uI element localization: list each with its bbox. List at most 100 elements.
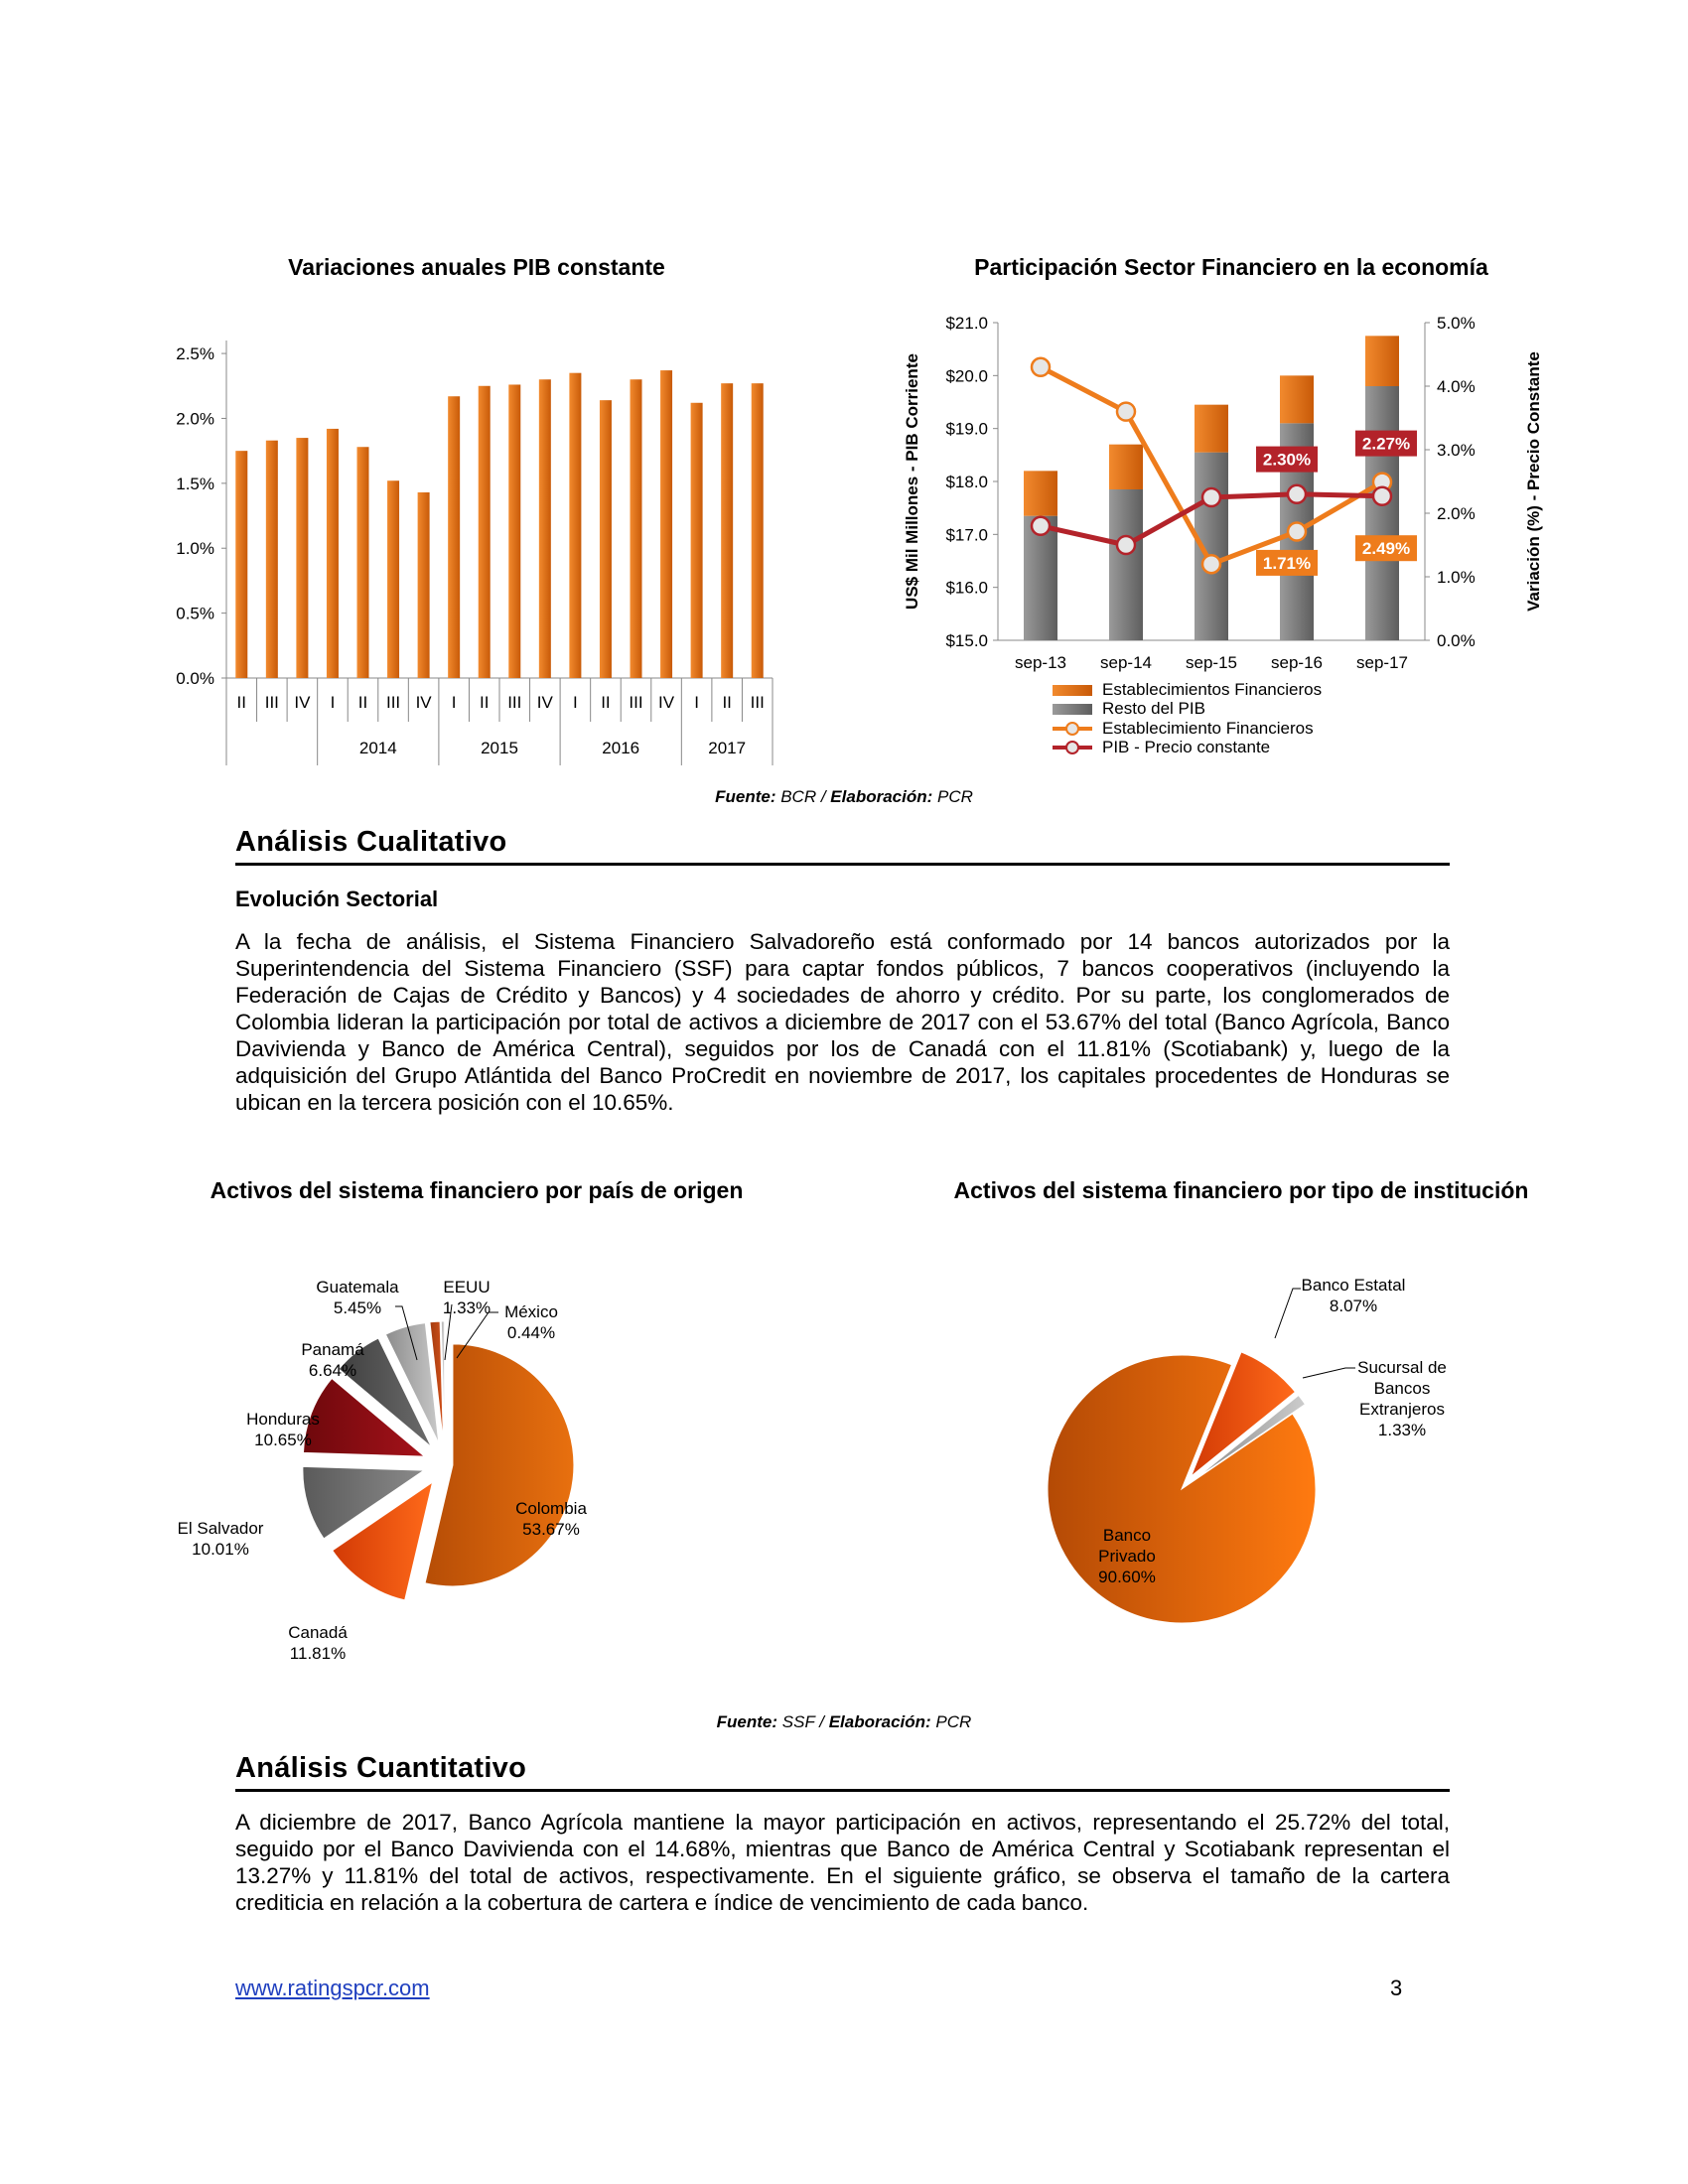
elaboration-value: PCR [935, 1712, 972, 1731]
pie-label-estatal: 8.07% [1330, 1297, 1377, 1315]
x-tick-label: IV [658, 693, 675, 712]
elaboration-value: PCR [937, 787, 973, 806]
pie-label-el-salvador: El Salvador [179, 1519, 264, 1538]
y-tick-label: 1.0% [176, 539, 214, 558]
x-tick-label: I [694, 693, 699, 712]
pie-slice [1047, 1354, 1317, 1624]
x-tick-label: II [237, 693, 246, 712]
pie-label-eeuu: 1.33% [443, 1298, 491, 1317]
source-note-1: Fuente: BCR / Elaboración: PCR [496, 787, 1192, 807]
y2-tick-label: 0.0% [1437, 631, 1476, 650]
y-tick-label: 1.5% [176, 475, 214, 493]
x-tick-label: sep-13 [1015, 653, 1066, 672]
pie-label-canada: 11.81% [290, 1644, 346, 1663]
pie-label-honduras: 10.65% [254, 1431, 312, 1449]
elaboration-label: Elaboración: [828, 1712, 931, 1731]
pib-precio-constante-point [1115, 534, 1137, 556]
pie-label-guatemala: 5.45% [334, 1298, 381, 1317]
bar-resto-pib [1109, 489, 1143, 640]
pie-label-mexico: 0.44% [507, 1323, 555, 1342]
pie-label-privado: Banco [1103, 1526, 1151, 1545]
pie-slice [302, 1465, 426, 1540]
legend-swatch [1065, 741, 1079, 754]
bar [265, 440, 278, 678]
y-tick-label: $18.0 [945, 473, 988, 491]
bar [538, 379, 551, 678]
x-tick-label: sep-14 [1100, 653, 1152, 672]
establecimiento-financieros-point [1200, 553, 1222, 575]
source-separator: / [816, 787, 831, 806]
bar [721, 383, 734, 678]
pie-label-estatal: Banco Estatal [1302, 1276, 1406, 1295]
legend-label: Establecimiento Financieros [1102, 719, 1314, 738]
est-2016-badge-label: 1.71% [1263, 554, 1311, 573]
elaboration-label: Elaboración: [830, 787, 933, 806]
bar [356, 447, 369, 678]
establecimiento-financieros-point [1286, 521, 1308, 542]
legend-swatch [1053, 704, 1092, 715]
bar [235, 451, 248, 678]
bar-establecimientos [1280, 375, 1314, 424]
pie-label-privado: Privado [1098, 1547, 1156, 1566]
y2-tick-label: 2.0% [1437, 504, 1476, 523]
bar-establecimientos [1024, 471, 1057, 516]
legend-swatch [1053, 685, 1092, 696]
pie-label-guatemala: Guatemala [316, 1278, 399, 1297]
pie-label-colombia: Colombia [515, 1499, 587, 1518]
y-axis-title-right: Variación (%) - Precio Constante [1524, 351, 1543, 612]
x-tick-label: II [358, 693, 367, 712]
bar [660, 370, 673, 678]
x-tick-label: IV [416, 693, 433, 712]
section-rule [235, 1789, 1450, 1792]
y2-tick-label: 1.0% [1437, 568, 1476, 587]
tipo-chart-title: Activos del sistema financiero por tipo … [953, 1177, 1529, 1203]
bar [690, 402, 703, 678]
bar [478, 385, 491, 678]
pie-label-privado: 90.60% [1098, 1568, 1156, 1586]
footer-website-link[interactable]: www.ratingspcr.com [235, 1976, 430, 2000]
pib-precio-constante-point [1200, 486, 1222, 508]
y-tick-label: $21.0 [945, 314, 988, 333]
pie-label-colombia: 53.67% [522, 1520, 580, 1539]
pie-label-canada: Canadá [288, 1623, 348, 1642]
legend-label: Establecimientos Financieros [1102, 680, 1322, 699]
pie-slice [1190, 1351, 1297, 1478]
leader-line [456, 1311, 498, 1359]
bar [417, 492, 430, 678]
pie-label-sucursal: Sucursal de [1357, 1358, 1447, 1377]
pib-precio-constante-point [1286, 483, 1308, 505]
source-note-2: Fuente: SSF / Elaboración: PCR [496, 1712, 1192, 1732]
pib-bar-chart: 0.0%0.5%1.0%1.5%2.0%2.5%II III IV I II III IV I… [176, 341, 774, 765]
pie-slice [440, 1320, 446, 1443]
pie-slice [332, 1481, 434, 1601]
bar-establecimientos [1109, 444, 1143, 489]
pie-label-eeuu: EEUU [443, 1278, 490, 1297]
pie-label-honduras: Honduras [246, 1410, 320, 1429]
x-tick-label: III [386, 693, 400, 712]
est-2016-badge [1256, 549, 1318, 576]
y-tick-label: $15.0 [945, 631, 988, 650]
y-tick-label: 2.0% [176, 409, 214, 428]
page-number: 3 [1390, 1976, 1403, 2000]
pie-slice [1194, 1394, 1307, 1480]
pib-2017-badge-label: 2.27% [1362, 435, 1410, 454]
pie-slice [429, 1320, 444, 1443]
x-tick-label: IV [294, 693, 311, 712]
legend-label: Resto del PIB [1102, 699, 1205, 718]
pie-slice [424, 1343, 575, 1587]
bar-resto-pib [1365, 386, 1399, 640]
bar-establecimientos [1365, 336, 1399, 386]
leader-line [1302, 1367, 1355, 1379]
section-rule [235, 863, 1450, 866]
establecimiento-financieros-point [1030, 356, 1052, 378]
x-tick-label: III [751, 693, 765, 712]
source-value: BCR [780, 787, 817, 806]
x-tick-label: III [265, 693, 279, 712]
x-tick-label: II [722, 693, 731, 712]
x-tick-label: III [507, 693, 521, 712]
y-axis-title-left: US$ Mil Millones - PIB Corriente [903, 353, 921, 610]
y2-tick-label: 5.0% [1437, 314, 1476, 333]
pib-precio-constante-point [1371, 485, 1393, 506]
pib-precio-constante-point [1030, 515, 1052, 537]
group-label: 2014 [359, 739, 397, 757]
